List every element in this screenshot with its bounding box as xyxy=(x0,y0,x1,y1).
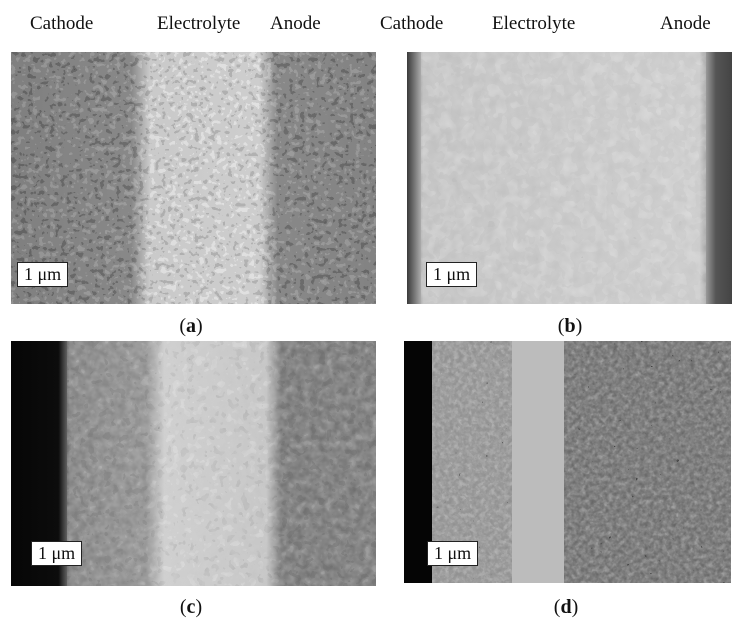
caption-b: (b) xyxy=(557,315,583,337)
caption-c: (c) xyxy=(179,596,203,618)
header-cathode-left: Cathode xyxy=(30,13,94,34)
header-anode-right: Anode xyxy=(660,13,711,34)
caption-a: (a) xyxy=(179,315,203,337)
header-cathode-right: Cathode xyxy=(380,13,444,34)
scale-bar-d: 1 μm xyxy=(427,541,479,566)
sem-image-a xyxy=(11,52,376,304)
header-anode-left: Anode xyxy=(270,13,321,34)
caption-d: (d) xyxy=(553,596,579,618)
scale-bar-c: 1 μm xyxy=(31,541,83,566)
header-electrolyte-left: Electrolyte xyxy=(157,13,241,34)
scale-bar-a: 1 μm xyxy=(17,262,69,287)
scale-bar-b: 1 μm xyxy=(426,262,478,287)
header-electrolyte-right: Electrolyte xyxy=(492,13,576,34)
